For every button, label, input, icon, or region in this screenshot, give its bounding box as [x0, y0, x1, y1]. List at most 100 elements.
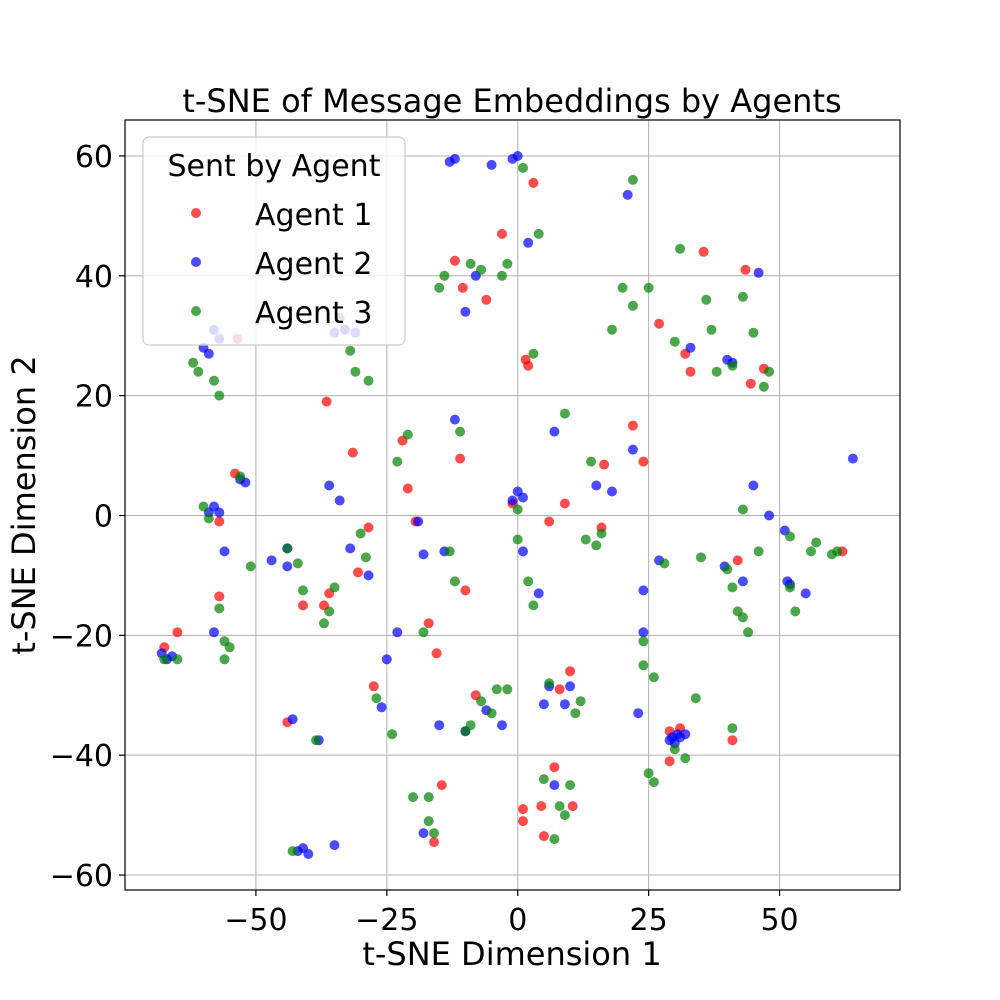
- data-point: [502, 258, 513, 269]
- data-point: [449, 414, 460, 425]
- x-tick-label: 0: [508, 903, 527, 938]
- data-point: [622, 189, 633, 200]
- data-point: [659, 558, 670, 569]
- data-point: [298, 585, 308, 596]
- data-point: [627, 420, 638, 431]
- data-point: [643, 282, 654, 293]
- data-point: [748, 480, 759, 491]
- data-point: [559, 810, 570, 821]
- data-point: [559, 699, 570, 710]
- data-point: [465, 258, 476, 269]
- data-point: [538, 774, 549, 785]
- data-point: [523, 360, 534, 371]
- legend-box: [142, 136, 406, 346]
- data-point: [497, 720, 507, 731]
- data-point: [486, 159, 497, 170]
- data-point: [345, 345, 356, 356]
- data-point: [672, 729, 683, 740]
- data-point: [596, 528, 607, 539]
- x-tick-label: −50: [224, 903, 287, 938]
- data-point: [376, 702, 387, 713]
- data-point: [353, 567, 363, 578]
- data-point: [701, 294, 712, 305]
- data-point: [567, 801, 578, 812]
- data-point: [638, 627, 649, 638]
- data-point: [287, 714, 298, 725]
- data-point: [235, 471, 246, 482]
- data-point: [800, 588, 811, 599]
- data-point: [418, 549, 429, 560]
- legend-marker: [191, 306, 201, 316]
- data-point: [334, 495, 345, 506]
- y-axis-ticks: −60 −40 −20 0 20 40 60: [50, 140, 125, 894]
- data-point: [203, 348, 214, 359]
- data-point: [219, 654, 230, 665]
- data-point: [680, 753, 691, 764]
- data-point: [685, 342, 696, 353]
- data-point: [764, 366, 775, 377]
- data-point: [669, 744, 680, 755]
- data-point: [638, 660, 649, 671]
- data-point: [740, 264, 751, 275]
- data-point: [680, 729, 691, 740]
- series-agent-3: [159, 162, 843, 857]
- data-point: [392, 456, 403, 467]
- data-point: [554, 684, 565, 695]
- data-point: [392, 627, 403, 638]
- data-point: [727, 723, 738, 734]
- data-point: [219, 546, 230, 557]
- data-point: [287, 846, 298, 857]
- data-point: [627, 444, 638, 455]
- data-point: [518, 492, 528, 503]
- data-point: [607, 486, 617, 497]
- data-point: [544, 678, 555, 689]
- data-point: [748, 327, 759, 338]
- data-point: [785, 531, 795, 542]
- data-point: [172, 627, 183, 638]
- x-axis-ticks: −50 −25 0 25 50: [224, 890, 799, 938]
- data-point: [811, 537, 822, 548]
- x-axis-label: t-SNE Dimension 1: [362, 935, 661, 973]
- data-point: [549, 834, 560, 845]
- data-point: [431, 648, 442, 659]
- data-point: [423, 816, 434, 827]
- data-point: [528, 177, 539, 188]
- y-tick-label: −20: [50, 619, 113, 654]
- data-point: [497, 270, 507, 281]
- data-point: [638, 456, 649, 467]
- data-point: [507, 495, 518, 506]
- data-point: [758, 381, 769, 392]
- data-point: [745, 378, 756, 389]
- data-point: [434, 282, 445, 293]
- y-tick-label: 20: [75, 380, 113, 415]
- data-point: [476, 696, 487, 707]
- data-point: [449, 576, 460, 587]
- data-point: [172, 654, 183, 665]
- data-point: [423, 792, 434, 803]
- data-point: [518, 804, 528, 815]
- data-point: [512, 534, 523, 545]
- data-point: [518, 546, 528, 557]
- data-point: [847, 453, 858, 464]
- data-point: [350, 366, 361, 377]
- data-point: [554, 801, 565, 812]
- data-point: [329, 582, 340, 593]
- data-point: [675, 243, 686, 254]
- data-point: [565, 666, 576, 677]
- data-point: [599, 459, 610, 470]
- data-point: [696, 552, 706, 563]
- data-point: [575, 696, 586, 707]
- data-point: [491, 684, 502, 695]
- data-point: [266, 555, 277, 566]
- data-point: [429, 828, 439, 839]
- y-tick-label: −60: [50, 859, 113, 894]
- data-point: [311, 735, 322, 746]
- data-point: [408, 792, 418, 803]
- data-point: [737, 291, 748, 302]
- data-point: [627, 174, 638, 185]
- plot-frame: [124, 119, 901, 891]
- data-point: [528, 348, 539, 359]
- data-point: [324, 480, 335, 491]
- data-point: [292, 558, 303, 569]
